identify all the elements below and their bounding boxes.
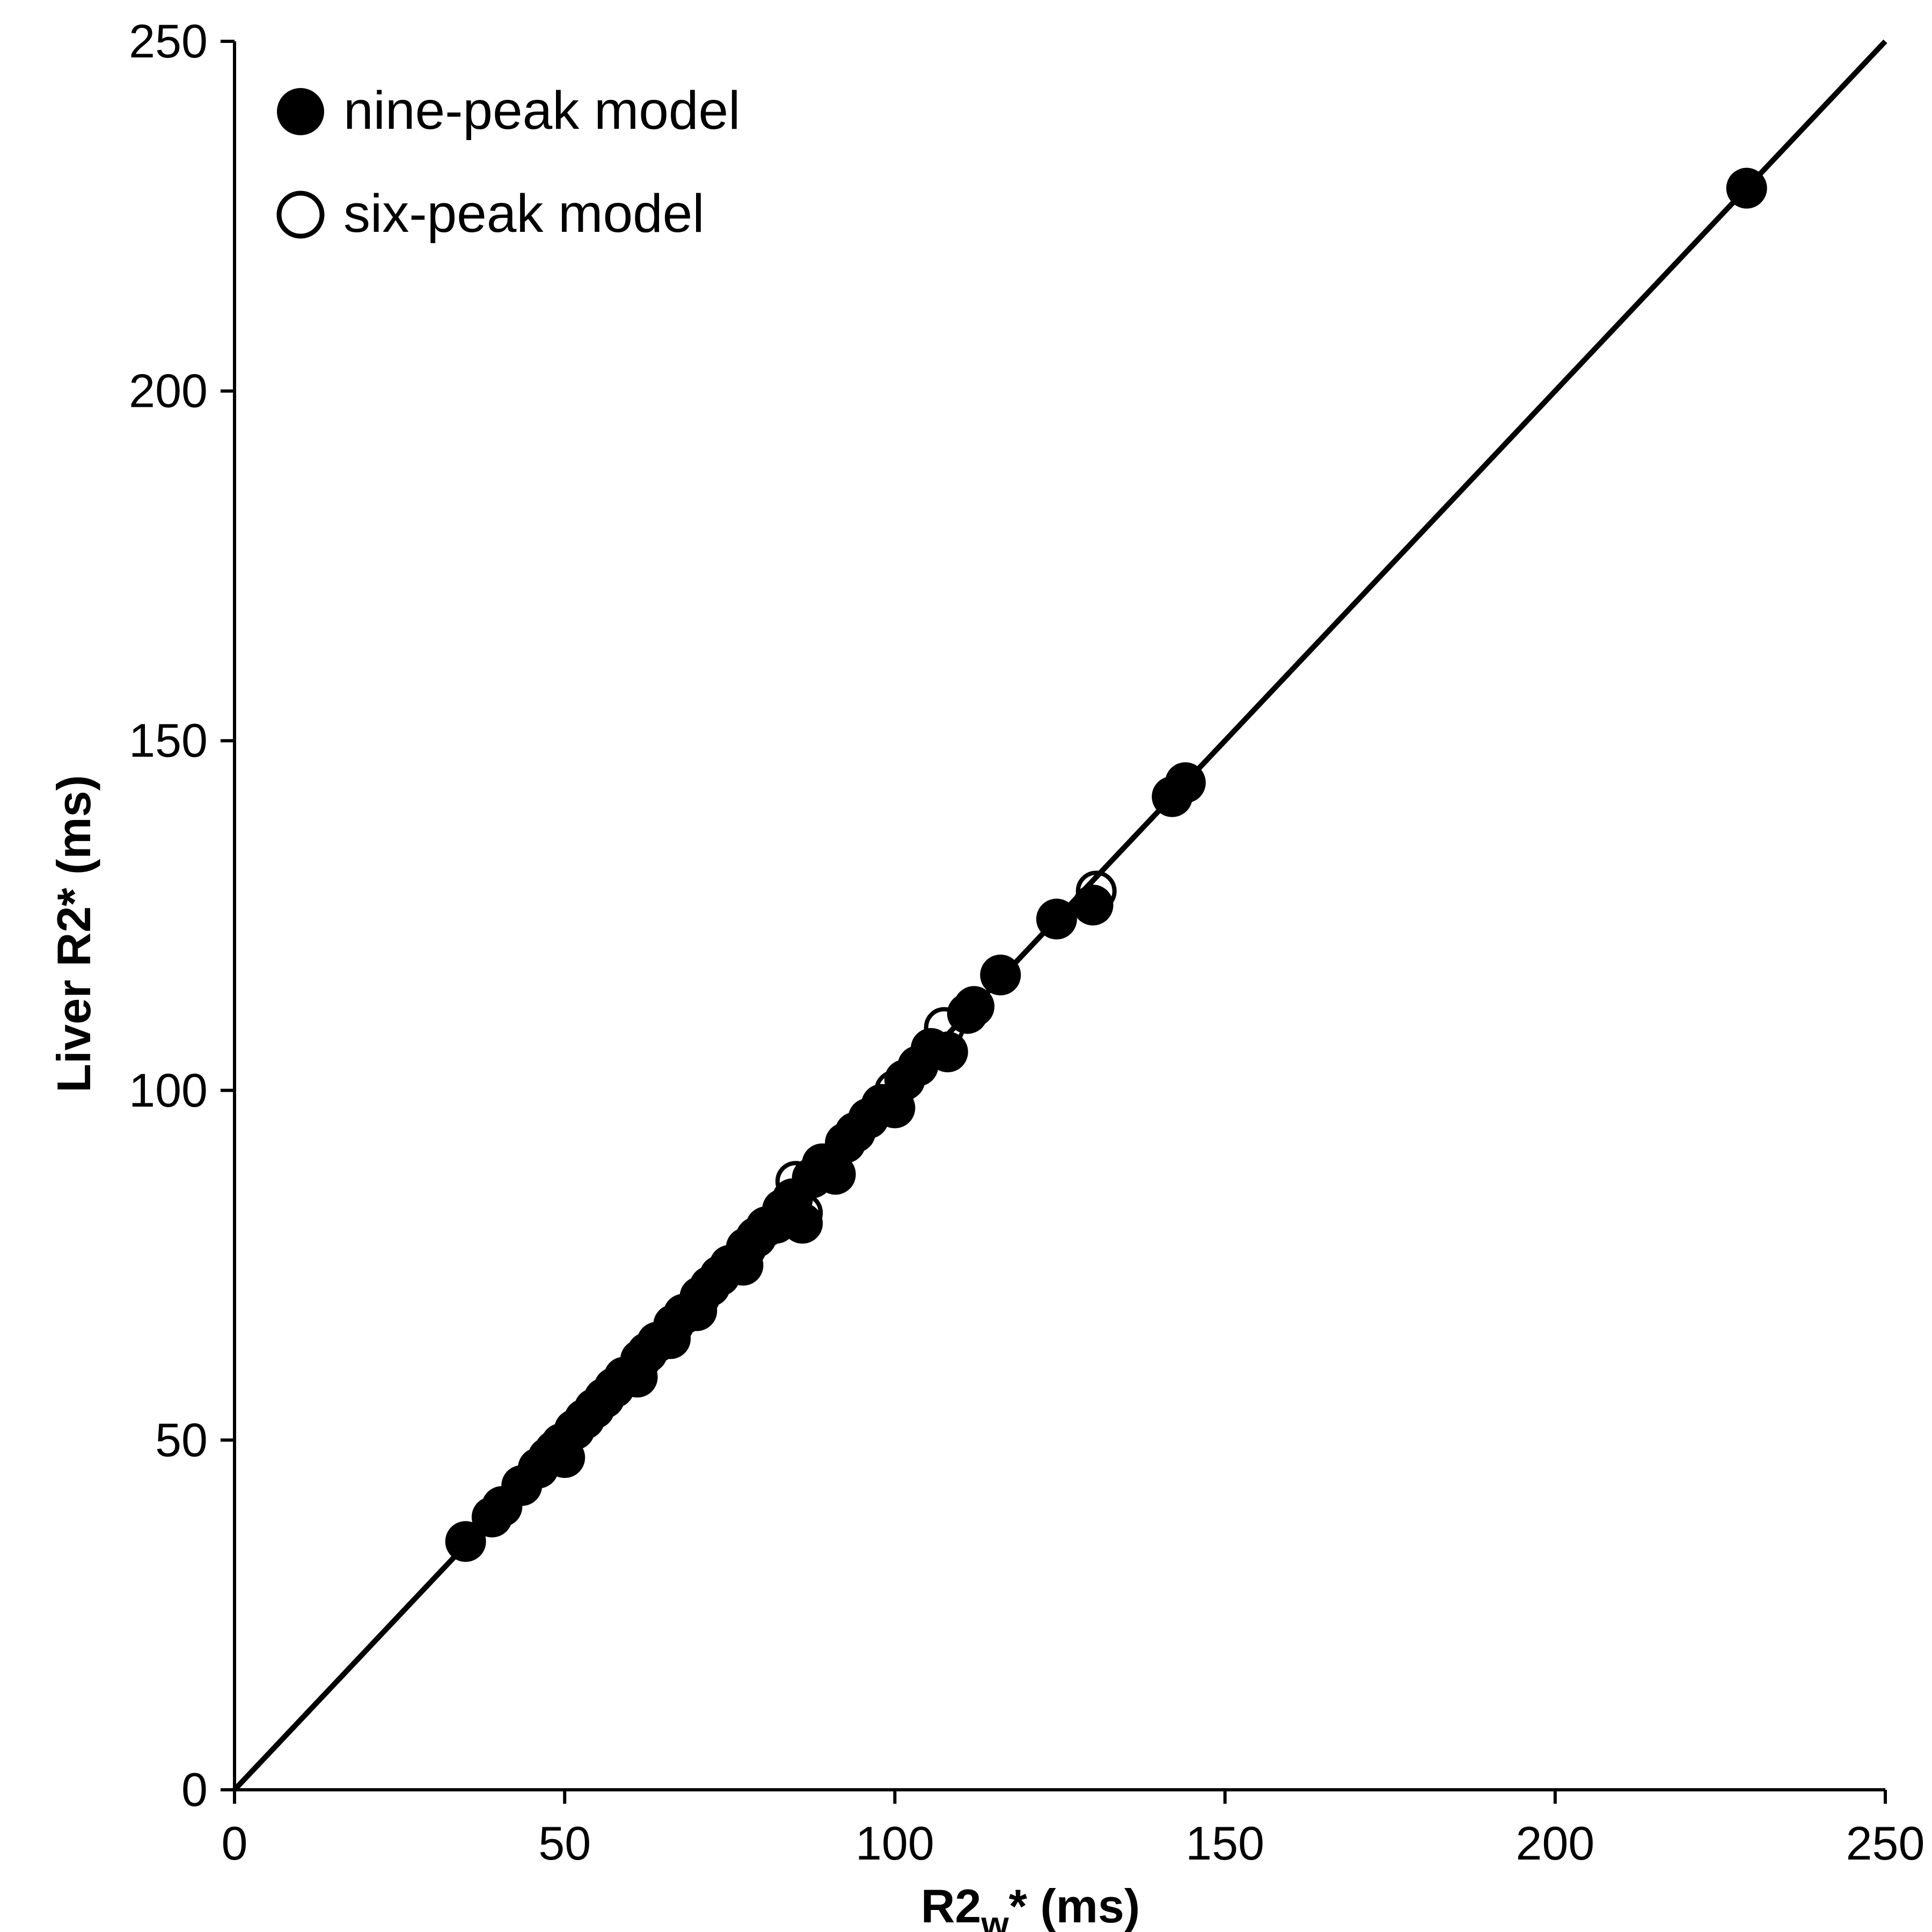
x-tick-label: 0 bbox=[222, 1817, 248, 1870]
legend: nine-peak model six-peak model bbox=[276, 80, 740, 244]
six-peak-point bbox=[775, 1161, 816, 1202]
y-tick-label: 0 bbox=[181, 1763, 208, 1816]
nine-peak-point bbox=[1726, 167, 1767, 209]
y-axis-title: Liver R2* (ms) bbox=[47, 775, 100, 1093]
nine-peak-point bbox=[980, 954, 1021, 996]
nine-peak-point bbox=[782, 1203, 823, 1244]
nine-peak-point bbox=[1072, 884, 1114, 926]
x-tick-label: 200 bbox=[1516, 1817, 1594, 1870]
legend-filled-marker bbox=[277, 88, 324, 135]
x-tick-label: 250 bbox=[1846, 1817, 1925, 1870]
legend-label-nine-peak: nine-peak model bbox=[343, 80, 740, 141]
x-tick-label: 100 bbox=[855, 1817, 934, 1870]
legend-label-six-peak: six-peak model bbox=[343, 184, 705, 244]
x-axis-title: R2w* (ms) bbox=[921, 1879, 1140, 1932]
six-peak-point bbox=[874, 1070, 916, 1111]
nine-peak-point bbox=[445, 1521, 486, 1562]
plot-area: 0 50 100 150 200 250 0 50 100 150 200 250 bbox=[129, 14, 1924, 1870]
x-axis-title-rest: * (ms) bbox=[1009, 1879, 1140, 1932]
six-peak-point bbox=[1075, 870, 1117, 912]
y-tick-label: 50 bbox=[155, 1413, 208, 1466]
x-tick-label: 50 bbox=[538, 1817, 591, 1870]
x-axis-title-main: R2 bbox=[921, 1879, 982, 1932]
six-peak-point bbox=[782, 1192, 823, 1233]
nine-peak-point bbox=[1165, 762, 1206, 803]
y-tick-label: 250 bbox=[129, 14, 208, 68]
six-peak-points bbox=[775, 870, 1117, 1233]
legend-open-marker bbox=[276, 191, 325, 239]
y-tick-label: 150 bbox=[129, 714, 208, 767]
nine-peak-point bbox=[954, 986, 995, 1027]
nine-peak-point bbox=[1036, 898, 1077, 940]
x-axis-title-subscript: w bbox=[980, 1904, 1009, 1932]
nine-peak-point bbox=[815, 1154, 856, 1195]
y-axis-ticks: 0 50 100 150 200 250 bbox=[129, 14, 235, 1816]
y-tick-label: 100 bbox=[129, 1064, 208, 1117]
y-tick-label: 200 bbox=[129, 364, 208, 418]
x-tick-label: 150 bbox=[1185, 1817, 1264, 1870]
six-peak-point bbox=[924, 1007, 965, 1048]
x-axis-ticks: 0 50 100 150 200 250 bbox=[222, 1790, 1925, 1870]
